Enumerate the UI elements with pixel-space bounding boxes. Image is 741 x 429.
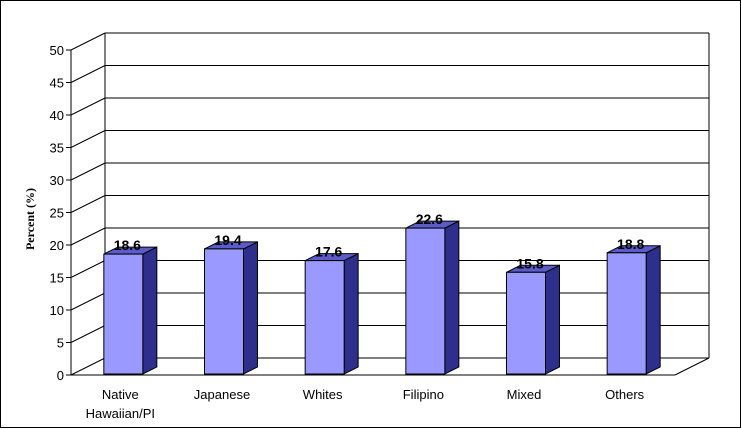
data-label: 18.8: [617, 236, 644, 252]
bar-side: [243, 241, 258, 375]
y-tick-label: 10: [50, 303, 64, 318]
gridline-side: [70, 97, 106, 116]
data-label: 18.6: [114, 237, 141, 253]
bar-side: [142, 246, 158, 375]
y-tick-label: 25: [50, 206, 64, 221]
x-tick-label: Mixed: [507, 387, 542, 402]
gridline-side: [70, 357, 106, 376]
text-layer: 0 5 10 15 20 25 30 35 40 45 50 18.6 Native Hawaiian/P…: [50, 43, 645, 421]
data-label: 15.8: [516, 255, 543, 271]
x-tick-label: Whites: [303, 387, 343, 402]
x-tick-label: Others: [605, 387, 645, 402]
gridline-side: [70, 325, 106, 343]
floor-right-edge: [674, 357, 710, 376]
gridline-side: [70, 32, 106, 51]
bar-side: [343, 252, 359, 375]
x-tick-label: Filipino: [403, 387, 444, 402]
y-tick-label: 0: [57, 368, 64, 383]
y-tick-label: 15: [50, 271, 64, 286]
y-tick-label: 50: [50, 43, 64, 58]
y-tick-label: 45: [50, 76, 64, 91]
bar-side: [444, 220, 460, 375]
gridline-side: [70, 130, 106, 148]
gridline-side: [70, 227, 106, 246]
bar: [405, 227, 446, 375]
bar-side: [545, 264, 560, 375]
data-label: 19.4: [214, 232, 241, 248]
bars-layer: [103, 220, 661, 375]
bar: [506, 271, 546, 375]
x-tick-label: Hawaiian/PI: [86, 406, 155, 421]
bar-side: [645, 244, 661, 375]
y-tick-label: 20: [50, 238, 64, 253]
gridline-side: [70, 162, 106, 181]
gridline-side: [70, 65, 106, 83]
gridline-side: [70, 195, 106, 213]
x-tick-label: Native: [102, 387, 139, 402]
data-label: 17.6: [315, 244, 342, 260]
gridline-side: [70, 260, 106, 278]
x-tick-label: Japanese: [194, 387, 250, 402]
bar: [606, 252, 647, 375]
bar: [204, 248, 244, 375]
data-label: 22.6: [416, 211, 443, 227]
y-tick-label: 5: [57, 336, 64, 351]
y-tick-label: 40: [50, 108, 64, 123]
bar: [304, 260, 345, 375]
y-tick-label: 30: [50, 173, 64, 188]
bar: [103, 253, 144, 375]
y-tick-label: 35: [50, 141, 64, 156]
y-axis-label: Percent (%): [23, 188, 37, 250]
gridline-side: [70, 292, 106, 311]
